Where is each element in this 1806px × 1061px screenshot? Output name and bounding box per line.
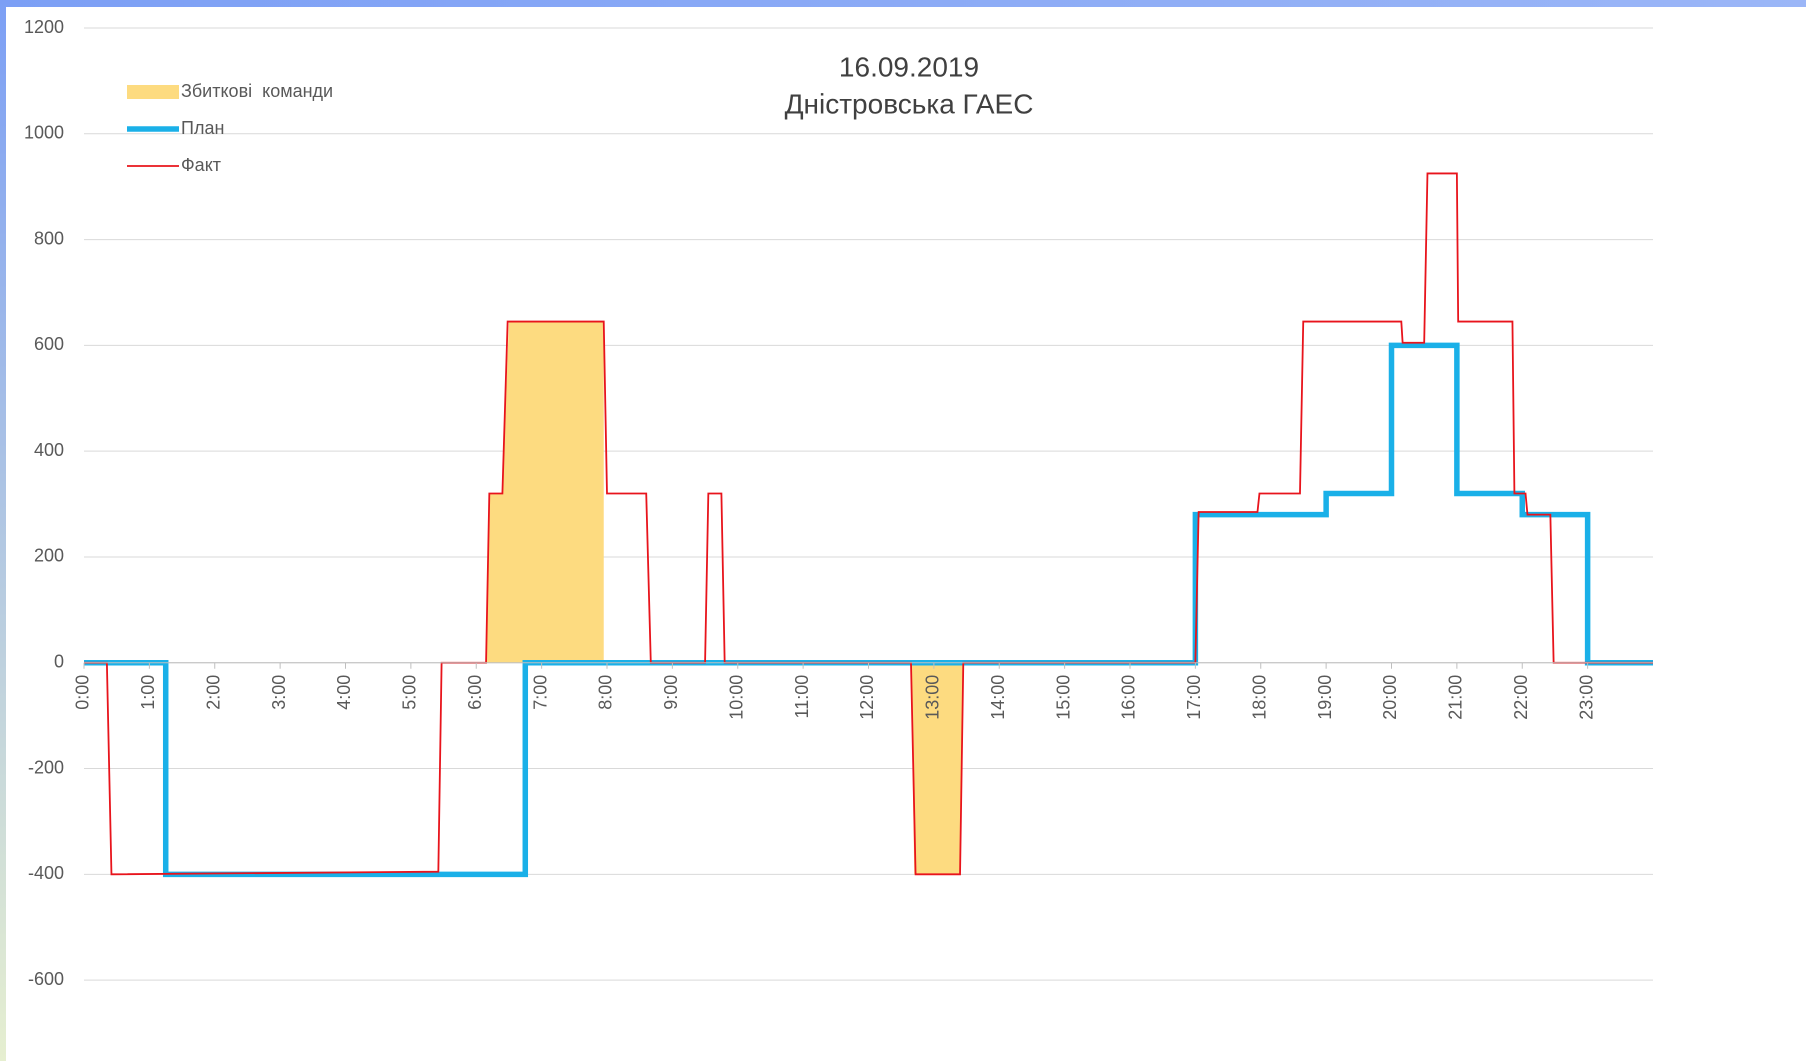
x-tick-label: 21:00 <box>1446 675 1466 720</box>
y-tick-label: 400 <box>34 440 64 460</box>
x-tick-label: 14:00 <box>988 675 1008 720</box>
x-tick-label: 16:00 <box>1119 675 1139 720</box>
x-tick-label: 18:00 <box>1250 675 1270 720</box>
x-tick-label: 20:00 <box>1380 675 1400 720</box>
x-tick-label: 23:00 <box>1576 675 1596 720</box>
y-tick-label: 0 <box>54 651 64 671</box>
legend-label: План <box>181 118 224 138</box>
y-tick-label: -600 <box>28 969 64 989</box>
x-tick-label: 12:00 <box>857 675 877 720</box>
x-tick-label: 17:00 <box>1184 675 1204 720</box>
x-tick-label: 11:00 <box>792 675 812 719</box>
x-tick-label: 9:00 <box>661 675 681 710</box>
chart-subtitle: Дністровська ГАЕС <box>785 88 1034 119</box>
x-tick-label: 3:00 <box>269 675 289 710</box>
legend-label: Збиткові команди <box>181 81 333 101</box>
y-tick-label: 1000 <box>24 123 64 143</box>
series-line <box>84 342 1653 878</box>
x-tick-label: 7:00 <box>530 675 550 710</box>
x-tick-label: 4:00 <box>334 675 354 710</box>
series-line <box>84 172 1653 876</box>
legend-swatch <box>127 85 179 99</box>
x-tick-label: 1:00 <box>138 675 158 710</box>
x-tick-label: 10:00 <box>727 675 747 720</box>
loss-area <box>910 662 964 875</box>
y-tick-label: 600 <box>34 334 64 354</box>
x-tick-label: 13:00 <box>923 675 943 720</box>
x-tick-label: 8:00 <box>596 675 616 710</box>
y-tick-label: 1200 <box>24 17 64 37</box>
chart-title: 16.09.2019 <box>839 51 979 82</box>
plot-area: -600 -400 -200 0 200 400 600 800 1000 1200 0:00 1:0… <box>24 17 1653 989</box>
x-tick-label: 6:00 <box>465 675 485 710</box>
y-tick-label: -200 <box>28 757 64 777</box>
x-tick-label: 15:00 <box>1053 675 1073 720</box>
top-border <box>0 0 1806 7</box>
legend-label: Факт <box>181 155 221 175</box>
x-tick-label: 0:00 <box>73 675 93 710</box>
left-border <box>0 0 6 1061</box>
x-tick-label: 2:00 <box>204 675 224 710</box>
x-tick-label: 5:00 <box>400 675 420 710</box>
loss-area <box>486 321 604 663</box>
x-tick-label: 19:00 <box>1315 675 1335 720</box>
y-tick-label: 200 <box>34 546 64 566</box>
y-tick-label: 800 <box>34 228 64 248</box>
y-tick-label: -400 <box>28 863 64 883</box>
x-tick-label: 22:00 <box>1511 675 1531 720</box>
